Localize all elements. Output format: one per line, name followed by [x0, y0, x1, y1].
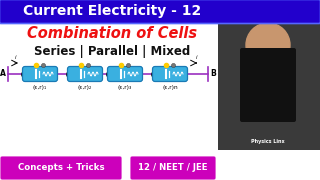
Text: (ε,r)₂: (ε,r)₂ — [78, 86, 92, 91]
FancyBboxPatch shape — [22, 66, 58, 82]
FancyBboxPatch shape — [153, 66, 188, 82]
Text: (ε,r)n: (ε,r)n — [162, 86, 178, 91]
Text: (ε,r)₁: (ε,r)₁ — [33, 86, 47, 91]
Text: (ε,r)₃: (ε,r)₃ — [118, 86, 132, 91]
Text: Series | Parallel | Mixed: Series | Parallel | Mixed — [34, 46, 190, 58]
Text: i: i — [196, 55, 198, 60]
Text: B: B — [210, 69, 216, 78]
FancyBboxPatch shape — [0, 156, 122, 180]
FancyBboxPatch shape — [240, 48, 296, 122]
Text: Concepts + Tricks: Concepts + Tricks — [18, 163, 104, 172]
Circle shape — [246, 23, 290, 67]
FancyBboxPatch shape — [130, 156, 216, 180]
FancyBboxPatch shape — [0, 0, 320, 24]
Text: Current Electricity - 12: Current Electricity - 12 — [23, 4, 201, 19]
Text: 12 / NEET / JEE: 12 / NEET / JEE — [138, 163, 208, 172]
FancyBboxPatch shape — [68, 66, 102, 82]
Text: Combination of Cells: Combination of Cells — [27, 26, 197, 42]
Text: A: A — [0, 69, 6, 78]
Text: Physics Linx: Physics Linx — [251, 140, 285, 145]
Bar — [218, 2, 320, 150]
Text: i: i — [15, 55, 17, 60]
FancyBboxPatch shape — [108, 66, 142, 82]
